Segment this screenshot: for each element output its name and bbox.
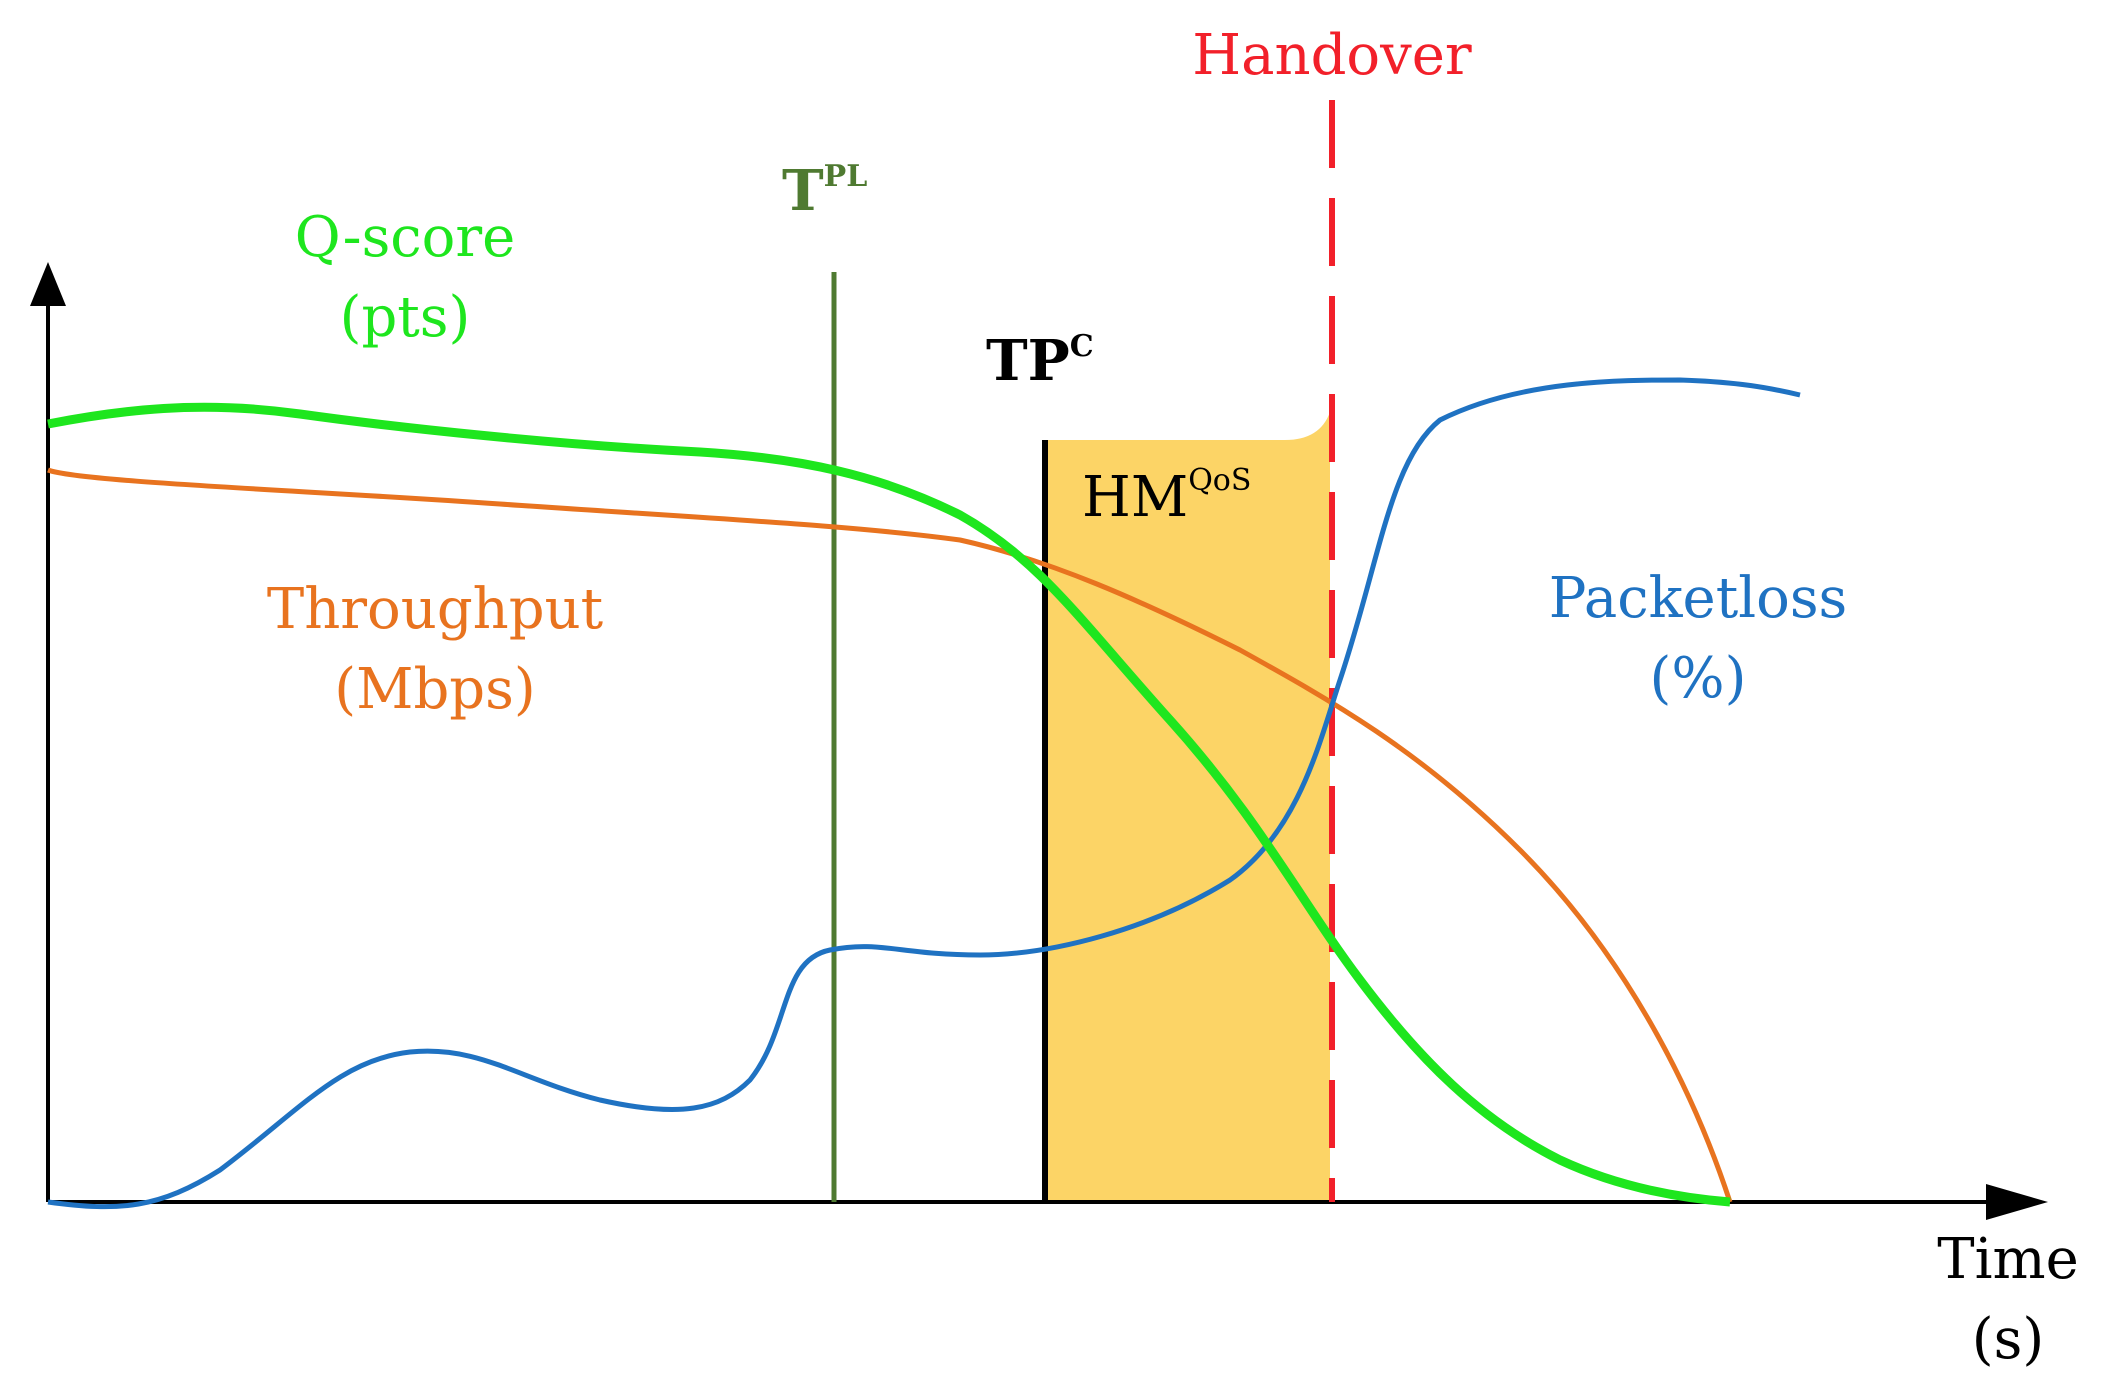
qscore-label: Q-score [295,205,516,270]
packetloss-curve [47,377,1801,1210]
time-axis-label: Time [1937,1227,2079,1292]
throughput-label: Throughput [267,577,604,642]
tpc-label: TPC [986,328,1094,394]
hmqos-region [1045,412,1330,1202]
time-unit-label: (s) [1972,1307,2044,1372]
packetloss-label: Packetloss [1549,566,1848,631]
tpl-label-base: T [782,158,824,224]
tpc-label-sup: C [1070,329,1094,364]
tpl-label: TPL [782,158,867,224]
tpl-label-sup: PL [824,159,868,194]
qscore-unit-label: (pts) [340,285,471,350]
qscore-curve [47,402,1731,1207]
hmqos-label-base: HM [1082,465,1188,530]
throughput-unit-label: (Mbps) [334,657,535,722]
hmqos-label-sup: QoS [1188,463,1251,498]
packetloss-unit-label: (%) [1650,646,1747,711]
arrow-right-icon [1986,1184,2048,1220]
arrow-up-icon [30,262,66,306]
tpc-label-base: TP [986,328,1070,394]
throughput-curve [47,467,1733,1203]
hmqos-label: HMQoS [1082,463,1251,530]
handover-label: Handover [1192,23,1472,88]
